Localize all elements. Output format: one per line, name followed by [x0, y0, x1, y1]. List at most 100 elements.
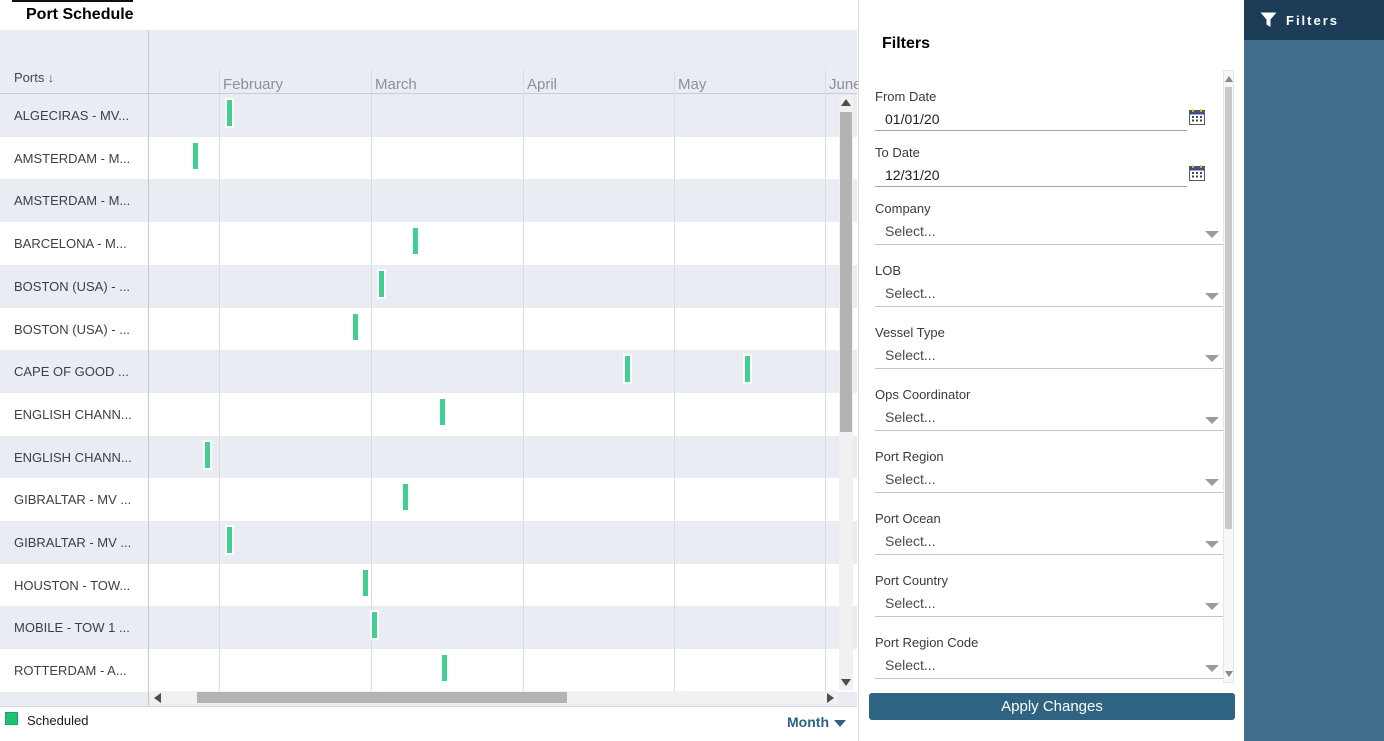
chart-horizontal-scrollbar[interactable]	[150, 691, 838, 704]
filter-field-lob: LOB Select...	[875, 263, 1227, 307]
month-gridline	[371, 70, 372, 691]
chevron-down-icon[interactable]	[1205, 355, 1219, 362]
filters-tab-label: Filters	[1286, 13, 1340, 28]
calendar-icon[interactable]	[1189, 109, 1205, 125]
select-input[interactable]: Select...	[885, 223, 936, 239]
scroll-up-icon[interactable]	[1225, 76, 1233, 82]
apply-changes-button[interactable]: Apply Changes	[869, 693, 1235, 720]
filter-field-port-region: Port Region Select...	[875, 449, 1227, 493]
scheduled-bar[interactable]	[203, 439, 212, 470]
field-underline	[875, 186, 1187, 187]
port-row-label[interactable]: BOSTON (USA) - ...	[14, 278, 131, 294]
filter-field-label: LOB	[875, 263, 902, 278]
gantt-row: ENGLISH CHANN...	[0, 392, 857, 436]
port-row-label[interactable]: ROTTERDAM - A...	[14, 663, 127, 679]
field-underline	[875, 554, 1227, 555]
date-input[interactable]: 12/31/20	[885, 167, 940, 183]
page-title: Port Schedule	[26, 6, 134, 23]
select-input[interactable]: Select...	[885, 533, 936, 549]
scheduled-bar[interactable]	[440, 653, 449, 684]
scroll-right-icon[interactable]	[827, 693, 834, 703]
port-row-label[interactable]: GIBRALTAR - MV ...	[14, 492, 132, 508]
filter-field-label: Port Region	[875, 449, 944, 464]
scheduled-bar[interactable]	[743, 354, 752, 385]
gantt-row: GIBRALTAR - MV ...	[0, 521, 857, 564]
port-row-label[interactable]: GIBRALTAR - MV ...	[14, 535, 132, 550]
gantt-row: ENGLISH CHANN...	[0, 435, 857, 479]
scheduled-bar[interactable]	[623, 354, 632, 385]
port-row-label[interactable]: CAPE OF GOOD ...	[14, 364, 129, 380]
gantt-row: HOUSTON - TOW...	[0, 563, 857, 607]
scheduled-bar[interactable]	[351, 311, 360, 342]
select-input[interactable]: Select...	[885, 285, 936, 301]
vertical-scrollbar-thumb[interactable]	[840, 112, 852, 432]
filter-field-port-ocean: Port Ocean Select...	[875, 511, 1227, 555]
gantt-row: BOSTON (USA) - ...	[0, 307, 857, 351]
gantt-row: GIBRALTAR - MV ...	[0, 478, 857, 522]
port-row-label[interactable]: HOUSTON - TOW...	[14, 577, 131, 593]
month-header-label: March	[375, 76, 417, 93]
select-input[interactable]: Select...	[885, 347, 936, 363]
chevron-down-icon[interactable]	[1205, 541, 1219, 548]
port-row-label[interactable]: AMSTERDAM - M...	[14, 193, 131, 209]
ports-column-divider	[148, 30, 149, 706]
chevron-down-icon[interactable]	[1205, 479, 1219, 486]
scheduled-bar[interactable]	[361, 567, 370, 598]
month-gridline	[825, 70, 826, 691]
scheduled-bar[interactable]	[401, 482, 410, 513]
filters-tab[interactable]: Filters	[1244, 0, 1384, 40]
select-input[interactable]: Select...	[885, 595, 936, 611]
filter-field-from-date: From Date 01/01/20	[875, 89, 1205, 131]
port-row-label[interactable]: AMSTERDAM - M...	[14, 150, 131, 166]
port-row-label[interactable]: MOBILE - TOW 1 ...	[14, 620, 130, 636]
select-input[interactable]: Select...	[885, 409, 936, 425]
ports-column-sort-header[interactable]: Ports ↓	[14, 70, 54, 85]
month-gridline	[674, 70, 675, 691]
port-row-label[interactable]: ALGECIRAS - MV...	[14, 108, 130, 123]
scroll-down-icon[interactable]	[1225, 671, 1233, 677]
filters-scrollbar[interactable]	[1223, 70, 1234, 683]
gantt-row: ROTTERDAM - A...	[0, 649, 857, 693]
filters-scrollbar-thumb[interactable]	[1225, 87, 1232, 529]
port-row-label[interactable]: ENGLISH CHANN...	[14, 449, 132, 465]
scroll-down-icon[interactable]	[841, 679, 851, 686]
gantt-row: AMSTERDAM - M...	[0, 179, 857, 223]
select-input[interactable]: Select...	[885, 471, 936, 487]
chevron-down-icon[interactable]	[1205, 603, 1219, 610]
field-underline	[875, 616, 1227, 617]
filter-field-label: Company	[875, 201, 931, 216]
scheduled-bar[interactable]	[370, 610, 379, 641]
filter-field-port-region-code: Port Region Code Select...	[875, 635, 1227, 679]
filters-heading: Filters	[882, 35, 931, 52]
filter-field-label: To Date	[875, 145, 920, 160]
chart-bottom-border	[0, 706, 857, 707]
scheduled-bar[interactable]	[438, 396, 447, 427]
calendar-icon[interactable]	[1189, 165, 1205, 181]
chevron-down-icon	[834, 720, 846, 727]
chevron-down-icon[interactable]	[1205, 231, 1219, 238]
chevron-down-icon[interactable]	[1205, 293, 1219, 300]
top-edge-strip	[12, 0, 133, 2]
scheduled-bar[interactable]	[411, 226, 420, 257]
filters-panel: Filters From Date 01/01/20 To Date 12/31/20…	[858, 0, 1244, 741]
field-underline	[875, 368, 1227, 369]
chart-vertical-scrollbar[interactable]	[839, 95, 853, 690]
scheduled-bar[interactable]	[377, 268, 386, 299]
port-row-label[interactable]: BARCELONA - M...	[14, 236, 127, 252]
date-input[interactable]: 01/01/20	[885, 111, 940, 127]
month-gridline	[523, 70, 524, 691]
port-row-label[interactable]: BOSTON (USA) - ...	[14, 321, 131, 337]
chevron-down-icon[interactable]	[1205, 417, 1219, 424]
scroll-left-icon[interactable]	[154, 693, 161, 703]
port-row-label[interactable]: ENGLISH CHANN...	[14, 406, 132, 422]
field-underline	[875, 306, 1227, 307]
scheduled-bar[interactable]	[225, 98, 234, 128]
horizontal-scrollbar-thumb[interactable]	[197, 692, 567, 703]
scheduled-bar[interactable]	[191, 140, 200, 171]
scroll-up-icon[interactable]	[841, 99, 851, 106]
scheduled-bar[interactable]	[225, 525, 234, 555]
chevron-down-icon[interactable]	[1205, 665, 1219, 672]
time-scale-dropdown[interactable]: Month	[760, 714, 846, 730]
select-input[interactable]: Select...	[885, 657, 936, 673]
